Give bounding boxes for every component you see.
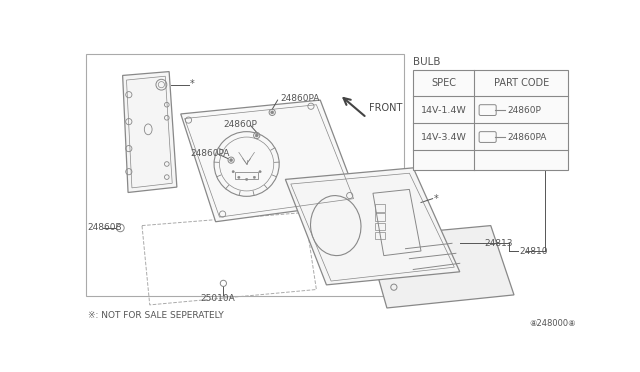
Circle shape [253, 176, 255, 179]
Circle shape [255, 134, 259, 137]
Polygon shape [123, 71, 177, 192]
Text: 24860B: 24860B [88, 224, 122, 232]
Polygon shape [367, 225, 514, 308]
Text: 24810: 24810 [520, 247, 548, 256]
Bar [374, 232, 385, 240]
Circle shape [230, 158, 233, 162]
Text: 14V-1.4W: 14V-1.4W [420, 106, 467, 115]
Circle shape [237, 176, 240, 179]
Text: PART CODE: PART CODE [494, 78, 549, 88]
Text: 14V-3.4W: 14V-3.4W [420, 132, 467, 141]
Polygon shape [180, 100, 359, 222]
Text: *: * [190, 79, 195, 89]
Text: 24860PA: 24860PA [507, 132, 547, 141]
Bar [413, 70, 568, 170]
Circle shape [246, 178, 248, 180]
Circle shape [259, 170, 261, 173]
Text: SPEC: SPEC [431, 78, 456, 88]
Bar [86, 54, 404, 296]
Bar [374, 222, 385, 230]
Text: BULB: BULB [413, 57, 441, 67]
Bar [374, 204, 385, 212]
Text: 24860P: 24860P [223, 120, 257, 129]
Text: 24860P: 24860P [507, 106, 541, 115]
Bar [374, 213, 385, 221]
Text: FRONT: FRONT [369, 103, 403, 113]
Text: *: * [434, 194, 439, 203]
Text: 25010A: 25010A [200, 294, 235, 303]
Text: ⑧248000⑧: ⑧248000⑧ [529, 319, 576, 328]
Text: ※: NOT FOR SALE SEPERATELY: ※: NOT FOR SALE SEPERATELY [88, 311, 223, 320]
Bar [235, 172, 259, 179]
Text: 24860PA: 24860PA [280, 94, 319, 103]
Text: 24813: 24813 [484, 239, 513, 248]
Text: 24860PA: 24860PA [191, 149, 230, 158]
Circle shape [271, 111, 274, 114]
Circle shape [232, 170, 234, 173]
Polygon shape [285, 168, 460, 285]
